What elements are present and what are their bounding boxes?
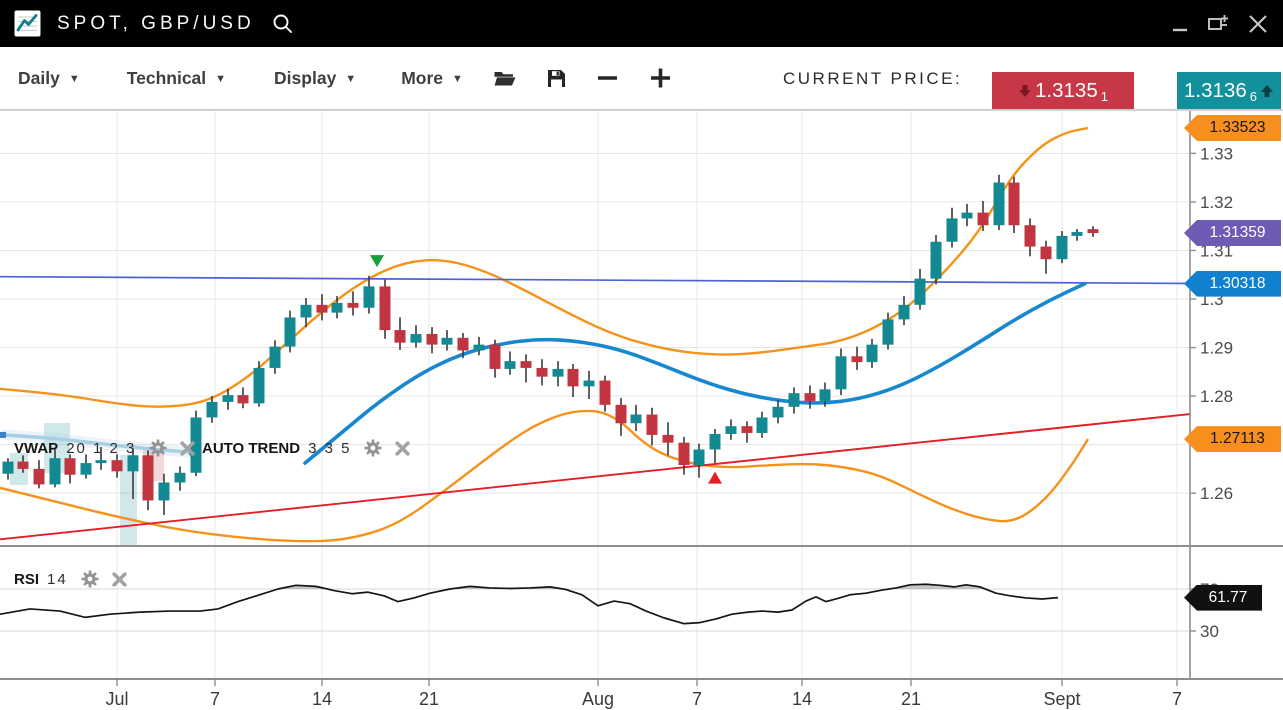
bid-price-pip: 1 (1100, 89, 1108, 104)
ask-price-button[interactable]: 1.3136 6 (1177, 72, 1281, 109)
buy-signal-marker (708, 471, 722, 484)
display-menu-label: Display (274, 67, 337, 88)
ask-price-value: 1.3136 (1184, 78, 1247, 102)
price-chart-canvas[interactable]: 1.331.321.311.31.291.281.267030Jul71421A… (0, 111, 1283, 710)
close-icon[interactable] (1247, 13, 1269, 35)
price-level-badge: 1.31359 (1184, 220, 1281, 247)
symbol-title: SPOT, GBP/USD (57, 12, 255, 34)
vwap-indicator-params: 20 1 2 3 (66, 439, 137, 457)
chevron-down-icon: ▼ (345, 73, 357, 85)
main-pane (0, 126, 1190, 545)
rsi-settings-gear-icon[interactable] (80, 569, 100, 589)
rsi-indicator-params: 14 (47, 570, 68, 588)
vwap-indicator-row: VWAP 20 1 2 3 (14, 438, 196, 458)
more-menu[interactable]: More ▼ (401, 68, 463, 89)
display-menu[interactable]: Display ▼ (274, 68, 356, 89)
time-tick-label: 21 (419, 689, 439, 709)
rsi-pane (0, 583, 1059, 625)
rsi-value-badge: 61.77 (1184, 584, 1262, 611)
price-tick-label: 1.32 (1200, 193, 1233, 212)
autotrend-indicator-params: 3 3 5 (308, 439, 352, 457)
horizontal-level-line (0, 275, 1190, 285)
app-logo-icon (14, 10, 41, 37)
price-level-badge: 1.27113 (1184, 426, 1281, 453)
popout-window-icon[interactable] (1206, 13, 1230, 35)
price-level-badge: 1.33523 (1184, 115, 1281, 141)
lower-band-line (0, 409, 1090, 543)
technical-menu[interactable]: Technical ▼ (127, 68, 226, 89)
more-menu-label: More (401, 67, 443, 88)
ask-price-pip: 6 (1249, 89, 1257, 104)
rsi-level-label: 30 (1200, 622, 1219, 641)
moving-average-line (303, 281, 1087, 465)
rsi-remove-icon[interactable] (112, 571, 127, 587)
autotrend-indicator-name: AUTO TREND (202, 439, 301, 457)
price-tick-label: 1.31 (1200, 241, 1233, 260)
time-tick-label: 7 (692, 689, 702, 709)
time-tick-label: Aug (582, 689, 614, 709)
time-tick-label: Jul (105, 689, 128, 709)
price-tick-label: 1.29 (1200, 339, 1233, 358)
time-tick-label: 14 (792, 689, 812, 709)
minimize-icon[interactable] (1171, 13, 1189, 35)
open-folder-icon[interactable] (493, 69, 517, 88)
axes: 1.331.321.311.31.291.281.267030Jul71421A… (0, 111, 1283, 709)
gridlines (0, 111, 1190, 678)
technical-menu-label: Technical (126, 67, 207, 88)
candles (2, 174, 1099, 516)
upper-band-line (0, 126, 1089, 408)
autotrend-remove-icon[interactable] (395, 440, 411, 456)
rsi-overbought-fill (278, 585, 328, 589)
chevron-down-icon: ▼ (452, 73, 463, 85)
time-tick-label: Sept (1043, 689, 1080, 709)
autotrend-indicator-row: AUTO TREND 3 3 5 (202, 438, 411, 458)
time-tick-label: 21 (901, 689, 921, 709)
price-tick-label: 1.26 (1200, 484, 1233, 503)
arrow-up-icon (1260, 84, 1273, 97)
save-icon[interactable] (546, 68, 567, 89)
rsi-indicator-row: RSI 14 (14, 569, 127, 589)
chart-toolbar: Daily ▼ Technical ▼ Display ▼ More ▼ (0, 47, 1283, 110)
window-title-bar: SPOT, GBP/USD (0, 0, 1283, 47)
time-tick-label: 7 (1172, 689, 1182, 709)
vwap-settings-gear-icon[interactable] (148, 438, 168, 458)
time-tick-label: 14 (312, 689, 332, 709)
price-tick-label: 1.33 (1200, 144, 1233, 163)
zoom-out-icon[interactable] (596, 66, 620, 90)
chevron-down-icon: ▼ (68, 73, 80, 85)
bid-price-button[interactable]: 1.3135 1 (992, 72, 1134, 109)
timeframe-menu-label: Daily (18, 67, 60, 88)
autotrend-settings-gear-icon[interactable] (363, 438, 383, 458)
search-icon[interactable] (271, 12, 295, 36)
price-level-badge: 1.30318 (1184, 270, 1281, 297)
time-tick-label: 7 (210, 689, 220, 709)
zoom-in-icon[interactable] (649, 66, 673, 90)
chart-region: 1.331.321.311.31.291.281.267030Jul71421A… (0, 110, 1283, 710)
vwap-indicator-name: VWAP (14, 439, 59, 457)
chevron-down-icon: ▼ (215, 73, 227, 85)
bid-price-value: 1.3135 (1035, 78, 1098, 102)
rsi-line (0, 583, 1059, 625)
price-tick-label: 1.28 (1200, 387, 1233, 406)
trend-line (0, 413, 1190, 541)
current-price-label: CURRENT PRICE: (783, 68, 963, 88)
arrow-down-icon (1019, 84, 1032, 97)
sell-signal-marker (370, 255, 384, 268)
timeframe-menu[interactable]: Daily ▼ (18, 68, 80, 89)
vwap-remove-icon[interactable] (180, 440, 196, 456)
rsi-indicator-name: RSI (14, 570, 40, 588)
